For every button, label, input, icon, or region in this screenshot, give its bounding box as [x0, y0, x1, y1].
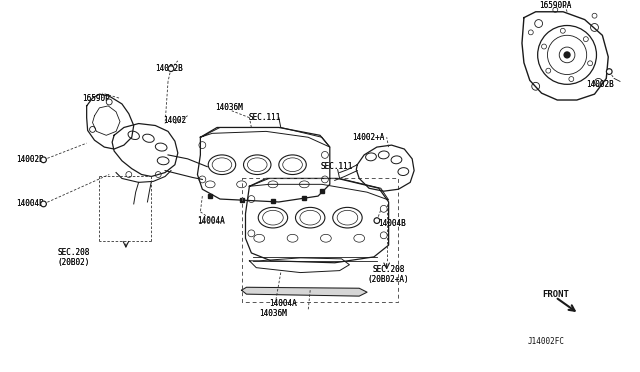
Text: SEC.111: SEC.111	[248, 113, 281, 122]
Text: 14002B: 14002B	[586, 80, 614, 89]
Text: 14002B: 14002B	[16, 155, 44, 164]
Text: 14002: 14002	[163, 116, 186, 125]
Text: 14036M: 14036M	[215, 103, 243, 112]
Text: 14002B: 14002B	[16, 155, 44, 164]
Text: (20B02): (20B02)	[57, 258, 90, 267]
Text: 14004A: 14004A	[198, 217, 225, 226]
Circle shape	[170, 67, 173, 70]
Text: 14004B: 14004B	[378, 219, 406, 228]
Circle shape	[608, 70, 611, 73]
Text: 14002B: 14002B	[156, 64, 183, 73]
Text: 16590P: 16590P	[82, 93, 109, 103]
Text: 16590PA: 16590PA	[539, 1, 571, 10]
Text: SEC.208: SEC.208	[373, 265, 405, 274]
Text: SEC.111: SEC.111	[320, 162, 353, 171]
Circle shape	[42, 202, 45, 205]
Circle shape	[564, 52, 570, 58]
Text: 14004A: 14004A	[269, 299, 297, 308]
Text: 14004A: 14004A	[198, 216, 225, 225]
Text: 14036M: 14036M	[215, 103, 243, 112]
Text: SEC.208: SEC.208	[373, 265, 405, 274]
Circle shape	[374, 218, 380, 223]
Text: (20B02+A): (20B02+A)	[367, 275, 409, 284]
Text: SEC.111: SEC.111	[248, 113, 281, 122]
Circle shape	[375, 219, 378, 222]
Text: J14002FC: J14002FC	[528, 337, 565, 346]
Text: 14004A: 14004A	[269, 299, 297, 308]
Text: 16590P: 16590P	[82, 93, 109, 103]
Text: 14002B: 14002B	[586, 80, 614, 89]
Text: 14004B: 14004B	[16, 199, 44, 208]
Text: SEC.208: SEC.208	[57, 248, 90, 257]
Circle shape	[168, 66, 173, 71]
Circle shape	[42, 158, 45, 161]
Text: 16590PA: 16590PA	[539, 1, 571, 10]
Text: SEC.111: SEC.111	[320, 162, 353, 171]
Circle shape	[607, 69, 612, 74]
Text: SEC.208: SEC.208	[57, 248, 90, 257]
Polygon shape	[241, 287, 367, 296]
Text: (20B02): (20B02)	[57, 258, 90, 267]
Text: FRONT: FRONT	[543, 290, 570, 299]
Text: 14002B: 14002B	[156, 64, 183, 73]
Text: 14002+A: 14002+A	[353, 133, 385, 142]
Text: 14036M: 14036M	[259, 309, 287, 318]
Text: (20B02+A): (20B02+A)	[367, 275, 409, 284]
Text: 14004B: 14004B	[16, 199, 44, 208]
Circle shape	[41, 157, 46, 163]
Circle shape	[41, 201, 46, 207]
Text: 14002+A: 14002+A	[353, 133, 385, 142]
Text: 14004B: 14004B	[378, 219, 406, 228]
Text: 14002: 14002	[163, 116, 186, 125]
Text: 14036M: 14036M	[259, 309, 287, 318]
